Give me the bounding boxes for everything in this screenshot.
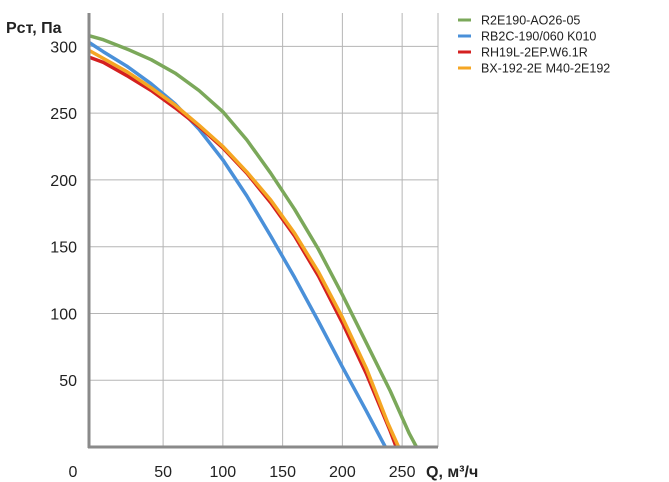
x-tick-label: 150 <box>269 464 296 481</box>
x-tick-label: 50 <box>154 464 172 481</box>
tick-labels: 50 100 150 200 250 50 100 150 200 250 300 <box>50 39 415 481</box>
y-tick-label: 200 <box>50 173 77 190</box>
series-line-1 <box>88 34 419 448</box>
x-tick-label: 100 <box>210 464 237 481</box>
series-line-3 <box>88 55 398 448</box>
x-axis-title: Q, м³/ч <box>426 464 478 481</box>
series-line-4 <box>88 48 401 448</box>
axes <box>87 13 438 449</box>
y-tick-label: 150 <box>50 240 77 257</box>
x-tick-label: 250 <box>389 464 416 481</box>
x-origin-label: 0 <box>69 464 78 481</box>
y-axis-title: Рст, Па <box>6 20 62 37</box>
series-lines <box>88 34 419 448</box>
legend: R2E190-AO26-05 RB2C-190/060 K010 RH19L-2EP… <box>458 14 610 76</box>
grid <box>89 13 439 447</box>
legend-label: RH19L-2EP.W6.1R <box>481 46 588 60</box>
series-line-2 <box>88 40 387 448</box>
y-tick-label: 250 <box>50 106 77 123</box>
y-tick-label: 100 <box>50 306 77 323</box>
legend-label: RB2C-190/060 K010 <box>481 30 596 44</box>
x-tick-label: 200 <box>329 464 356 481</box>
y-tick-label: 300 <box>50 39 77 56</box>
legend-label: BX-192-2E M40-2E192 <box>481 62 610 76</box>
y-tick-label: 50 <box>59 373 77 390</box>
legend-label: R2E190-AO26-05 <box>481 14 580 28</box>
